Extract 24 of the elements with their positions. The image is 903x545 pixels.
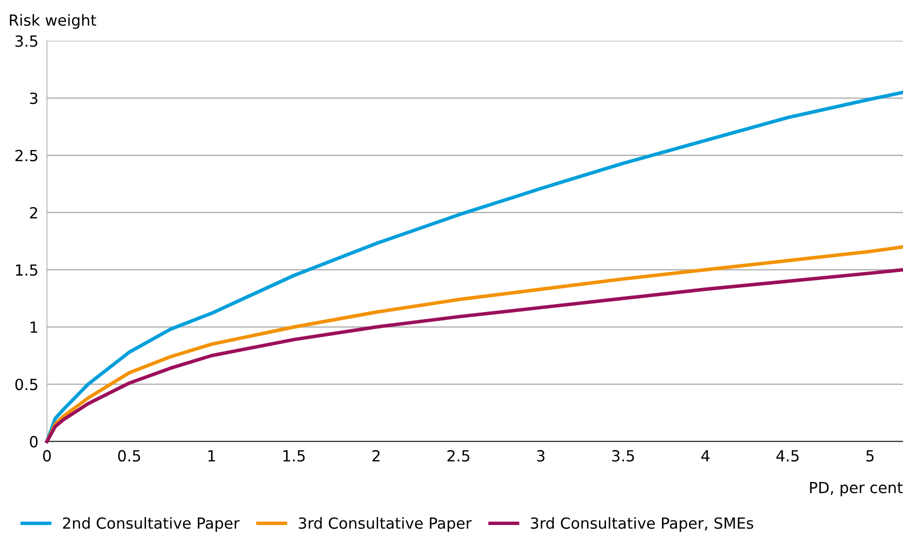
x-tick-label: 1.5 [283, 450, 305, 462]
legend-label: 2nd Consultative Paper [63, 517, 240, 532]
legend-label: 3rd Consultative Paper, SMEs [530, 517, 754, 532]
x-tick-label: 0.5 [118, 450, 140, 462]
x-tick-label: 0 [43, 450, 51, 462]
x-tick-label: 4.5 [776, 450, 799, 462]
x-axis-title: PD, per cent [810, 482, 903, 496]
x-tick-label: 5 [866, 450, 874, 462]
y-tick-label: 1 [30, 322, 38, 333]
y-tick-label: 0.5 [15, 378, 38, 390]
y-tick-label: 1.5 [16, 264, 38, 276]
y-tick-label: 0 [30, 436, 38, 448]
y-tick-label: 2 [30, 207, 38, 218]
y-tick-label: 2.5 [15, 150, 38, 162]
y-tick-label: 3.5 [15, 35, 38, 47]
x-tick-label: 1 [208, 450, 216, 462]
x-tick-label: 2 [372, 450, 380, 462]
y-axis-title: Risk weight [10, 14, 96, 29]
x-tick-label: 4 [701, 450, 710, 462]
y-tick-label: 3 [30, 92, 38, 104]
legend-label: 3rd Consultative Paper [298, 517, 472, 532]
x-tick-label: 3.5 [612, 450, 634, 462]
x-tick-label: 2.5 [447, 450, 470, 462]
x-tick-label: 3 [537, 450, 544, 462]
